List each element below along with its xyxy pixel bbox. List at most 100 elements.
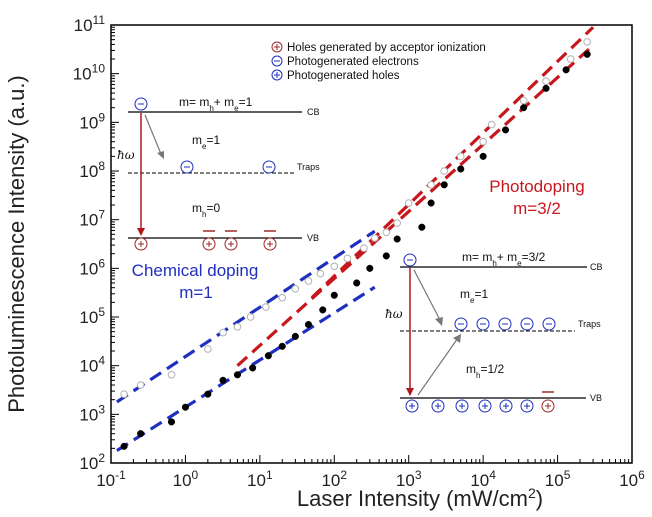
photodoping-slope: m=3/2 — [513, 199, 561, 218]
data-point-open — [316, 269, 325, 278]
data-point-open — [479, 137, 487, 146]
data-point-open — [566, 55, 575, 63]
data-point-filled — [353, 279, 361, 287]
inset-right-cb-label: CB — [590, 262, 603, 272]
data-point-open — [393, 219, 401, 227]
data-point-filled — [233, 371, 242, 379]
inset-left-background — [128, 93, 318, 253]
svg-text:Photogenerated electrons: Photogenerated electrons — [287, 56, 419, 68]
y-tick-label: 1010 — [73, 62, 106, 84]
data-point-filled — [583, 50, 591, 58]
data-point-filled — [501, 126, 510, 134]
data-point-open — [440, 167, 449, 175]
data-point-open — [456, 152, 465, 161]
data-point-open — [304, 277, 313, 285]
data-point-open — [519, 96, 528, 105]
x-tick-label: 105 — [545, 468, 571, 490]
data-point-filled — [418, 223, 426, 231]
x-tick-label: 101 — [247, 468, 273, 490]
legend-item-photo-holes: Photogenerated holes — [271, 69, 400, 82]
inset-left-hw-label: ħω — [117, 148, 135, 162]
x-axis-label-end: ) — [536, 486, 543, 511]
data-point-filled — [427, 199, 435, 207]
data-point-open — [404, 199, 413, 207]
inset-right-trapped-electrons — [454, 317, 556, 331]
data-point-open — [233, 322, 242, 331]
inset-right-electron-trap-arrow — [413, 269, 441, 321]
x-tick-label: 104 — [470, 468, 496, 490]
x-tick-label: 102 — [321, 468, 347, 490]
svg-text:Photogenerated holes: Photogenerated holes — [287, 70, 400, 82]
inset-right-m-equation: m= mh+ me=3/2 — [462, 250, 546, 268]
data-point-open — [487, 120, 496, 129]
photodoping-label: Photodoping — [489, 177, 584, 196]
data-point-open — [167, 370, 176, 379]
legend: Holes generated by acceptor ionization P… — [271, 41, 486, 82]
inset-right-traps-label: Traps — [578, 319, 601, 329]
plot-frame — [110, 24, 633, 464]
inset-chemical-doping: CB Traps VB m= mh+ me=1 me=1 mh=0 ħω — [117, 93, 320, 253]
inset-left-acceptor-holes — [134, 237, 277, 251]
chemical-doping-slope: m=1 — [179, 283, 213, 302]
data-point-filled — [204, 390, 212, 398]
inset-left-m-equation: m= mh+ me=1 — [179, 95, 253, 113]
inset-left-traps-label: Traps — [297, 162, 320, 172]
data-point-open — [120, 390, 128, 398]
inset-right-acceptor-hole — [541, 391, 555, 413]
fit-line-0 — [116, 229, 376, 404]
data-point-open — [427, 181, 435, 189]
inset-right-hole-trap-arrow — [417, 337, 459, 396]
x-tick-label: 106 — [619, 468, 645, 490]
inset-right-me: me=1 — [460, 287, 488, 305]
data-point-filled — [304, 320, 313, 329]
y-tick-label: 105 — [79, 305, 105, 327]
data-point-filled — [264, 352, 272, 360]
x-axis-label-sup: 2 — [528, 485, 536, 501]
data-point-filled — [291, 332, 299, 340]
data-point-open — [291, 284, 300, 293]
y-axis-label: Photoluminescence Intensity (a.u.) — [4, 75, 29, 413]
data-point-open — [204, 345, 212, 353]
data-point-filled — [330, 291, 338, 299]
x-tick-label: 103 — [396, 468, 422, 490]
fit-line-1 — [116, 285, 376, 452]
data-point-filled — [319, 306, 327, 314]
inset-right-hw-label: ħω — [385, 307, 403, 321]
data-point-filled — [457, 165, 465, 173]
data-point-filled — [520, 104, 528, 112]
data-point-open — [261, 303, 270, 311]
fit-lines — [116, 26, 595, 452]
data-point-filled — [393, 235, 401, 243]
inset-left-electron-cb — [134, 97, 148, 111]
x-tick-label: 10-1 — [96, 468, 126, 490]
data-point-open — [246, 313, 255, 321]
inset-photodoping: CB Traps VB m= mh+ me=3/2 me=1 mh=1/2 ħω — [385, 250, 620, 417]
inset-left-trapped-electrons — [180, 160, 276, 174]
y-tick-label: 102 — [79, 451, 105, 473]
inset-right-vb-label: VB — [590, 393, 602, 403]
data-point-filled — [562, 66, 570, 74]
inset-right-background — [395, 252, 620, 417]
inset-right-mh: mh=1/2 — [466, 362, 504, 380]
data-point-open — [370, 234, 379, 242]
data-point-filled — [219, 376, 227, 384]
fit-line-2 — [310, 26, 595, 299]
data-point-open — [542, 77, 550, 86]
data-point-filled — [440, 181, 448, 189]
x-axis-label-main: Laser Intensity (mW/cm — [297, 486, 528, 511]
data-point-filled — [479, 152, 487, 160]
data-point-filled — [542, 84, 550, 92]
y-tick-label: 1011 — [74, 13, 106, 35]
inset-right-electron-cb — [403, 253, 417, 267]
data-point-filled — [278, 342, 286, 350]
data-point-filled — [366, 264, 374, 272]
data-point-open — [343, 254, 352, 263]
x-axis-label: Laser Intensity (mW/cm2) — [297, 485, 543, 511]
y-tick-label: 104 — [79, 354, 105, 376]
data-point-open — [382, 228, 391, 237]
inset-left-trap-arrow — [144, 114, 162, 155]
data-point-filled — [249, 364, 257, 372]
legend-item-photo-electrons: Photogenerated electrons — [271, 55, 419, 68]
inset-left-me: me=1 — [192, 133, 220, 151]
